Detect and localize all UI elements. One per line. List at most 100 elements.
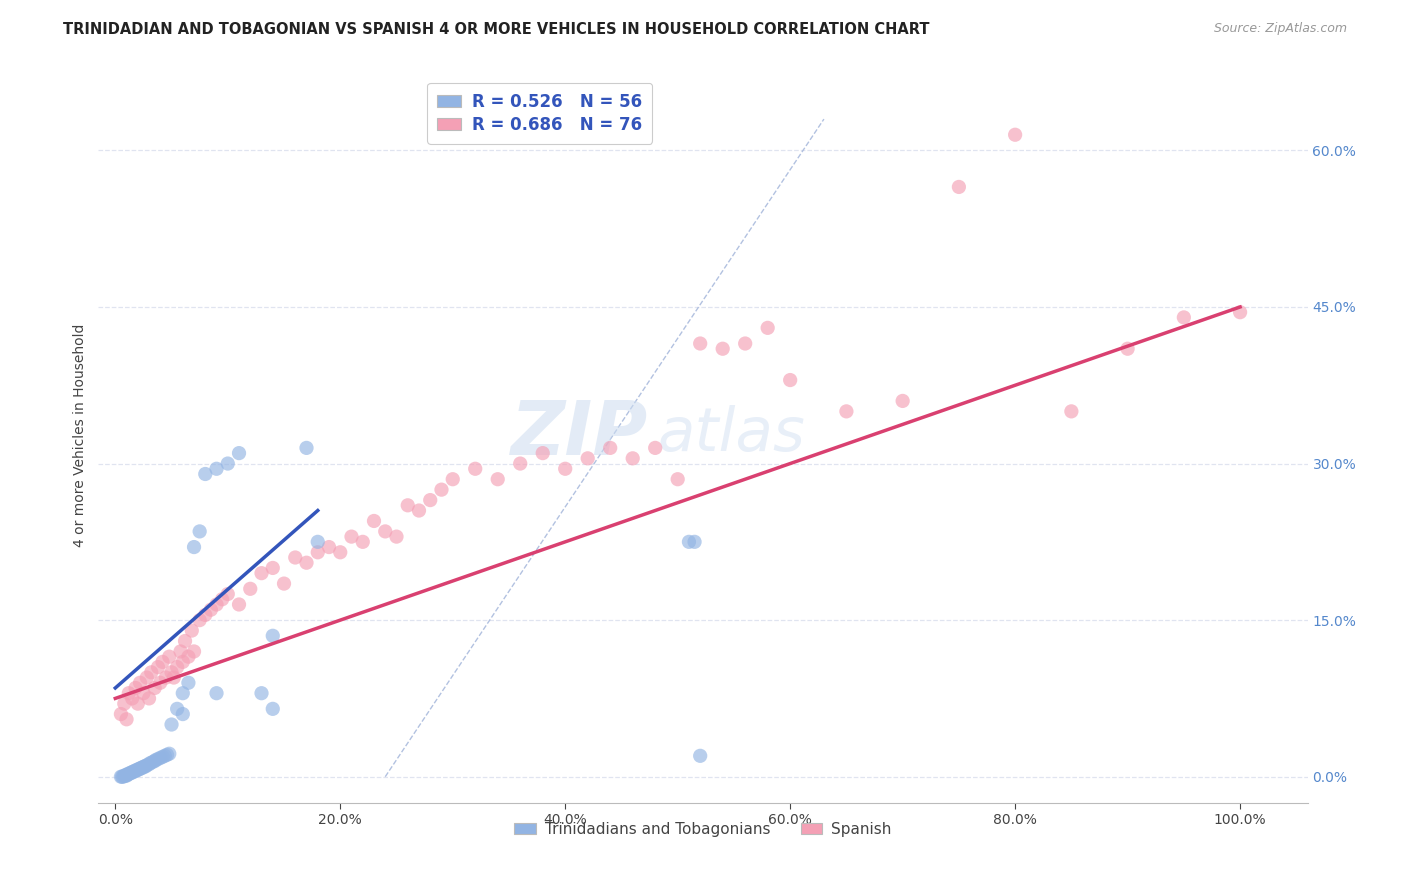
Point: [621, 451, 644, 466]
Point: [129, 675, 152, 690]
Point: [115, 767, 138, 781]
Point: [125, 764, 148, 778]
Text: atlas: atlas: [657, 405, 804, 465]
Point: [183, 644, 205, 658]
Point: [177, 675, 200, 690]
Point: [114, 769, 136, 783]
Point: [157, 649, 180, 664]
Point: [172, 655, 194, 669]
Point: [689, 748, 711, 763]
Point: [183, 540, 205, 554]
Point: [141, 755, 163, 769]
Point: [188, 613, 211, 627]
Point: [756, 321, 779, 335]
Point: [139, 756, 162, 771]
Point: [486, 472, 509, 486]
Point: [262, 702, 284, 716]
Point: [138, 757, 160, 772]
Point: [835, 404, 858, 418]
Point: [273, 576, 295, 591]
Point: [128, 763, 150, 777]
Point: [374, 524, 396, 539]
Point: [132, 686, 155, 700]
Point: [363, 514, 385, 528]
Point: [262, 629, 284, 643]
Point: [120, 765, 142, 780]
Legend: Trinidadians and Tobagonians, Spanish: Trinidadians and Tobagonians, Spanish: [508, 816, 898, 843]
Point: [152, 750, 174, 764]
Point: [124, 764, 146, 779]
Point: [295, 556, 318, 570]
Point: [194, 467, 217, 481]
Point: [172, 686, 194, 700]
Point: [121, 765, 143, 780]
Point: [122, 764, 145, 779]
Point: [188, 524, 211, 539]
Point: [678, 534, 700, 549]
Point: [156, 747, 179, 762]
Point: [174, 634, 197, 648]
Point: [112, 769, 135, 783]
Point: [166, 660, 188, 674]
Point: [172, 707, 194, 722]
Point: [143, 754, 166, 768]
Text: TRINIDADIAN AND TOBAGONIAN VS SPANISH 4 OR MORE VEHICLES IN HOUSEHOLD CORRELATIO: TRINIDADIAN AND TOBAGONIAN VS SPANISH 4 …: [63, 22, 929, 37]
Point: [146, 752, 169, 766]
Point: [160, 717, 183, 731]
Point: [157, 747, 180, 761]
Point: [318, 540, 340, 554]
Point: [180, 624, 202, 638]
Point: [250, 686, 273, 700]
Point: [112, 770, 135, 784]
Point: [152, 655, 174, 669]
Point: [239, 582, 262, 596]
Point: [127, 697, 149, 711]
Point: [599, 441, 621, 455]
Point: [138, 691, 160, 706]
Point: [124, 681, 146, 695]
Point: [205, 686, 228, 700]
Point: [385, 530, 408, 544]
Point: [1116, 342, 1139, 356]
Point: [644, 441, 666, 455]
Point: [284, 550, 307, 565]
Point: [166, 702, 188, 716]
Point: [340, 530, 363, 544]
Point: [228, 598, 250, 612]
Point: [1004, 128, 1026, 142]
Point: [531, 446, 554, 460]
Point: [419, 493, 441, 508]
Point: [408, 503, 430, 517]
Point: [205, 462, 228, 476]
Point: [131, 760, 153, 774]
Point: [217, 457, 239, 471]
Point: [576, 451, 599, 466]
Point: [683, 534, 706, 549]
Point: [205, 598, 228, 612]
Point: [115, 769, 138, 783]
Point: [295, 441, 318, 455]
Point: [396, 498, 419, 512]
Text: Source: ZipAtlas.com: Source: ZipAtlas.com: [1213, 22, 1347, 36]
Point: [110, 770, 132, 784]
Point: [464, 462, 486, 476]
Point: [149, 675, 172, 690]
Point: [441, 472, 464, 486]
Point: [217, 587, 239, 601]
Point: [127, 763, 149, 777]
Point: [177, 649, 200, 664]
Point: [111, 770, 134, 784]
Point: [307, 534, 329, 549]
Point: [160, 665, 183, 680]
Point: [118, 686, 141, 700]
Point: [228, 446, 250, 460]
Point: [129, 761, 152, 775]
Point: [250, 566, 273, 581]
Point: [194, 607, 217, 622]
Point: [149, 751, 172, 765]
Point: [118, 766, 141, 780]
Point: [430, 483, 453, 497]
Point: [146, 660, 169, 674]
Point: [153, 748, 176, 763]
Point: [891, 393, 914, 408]
